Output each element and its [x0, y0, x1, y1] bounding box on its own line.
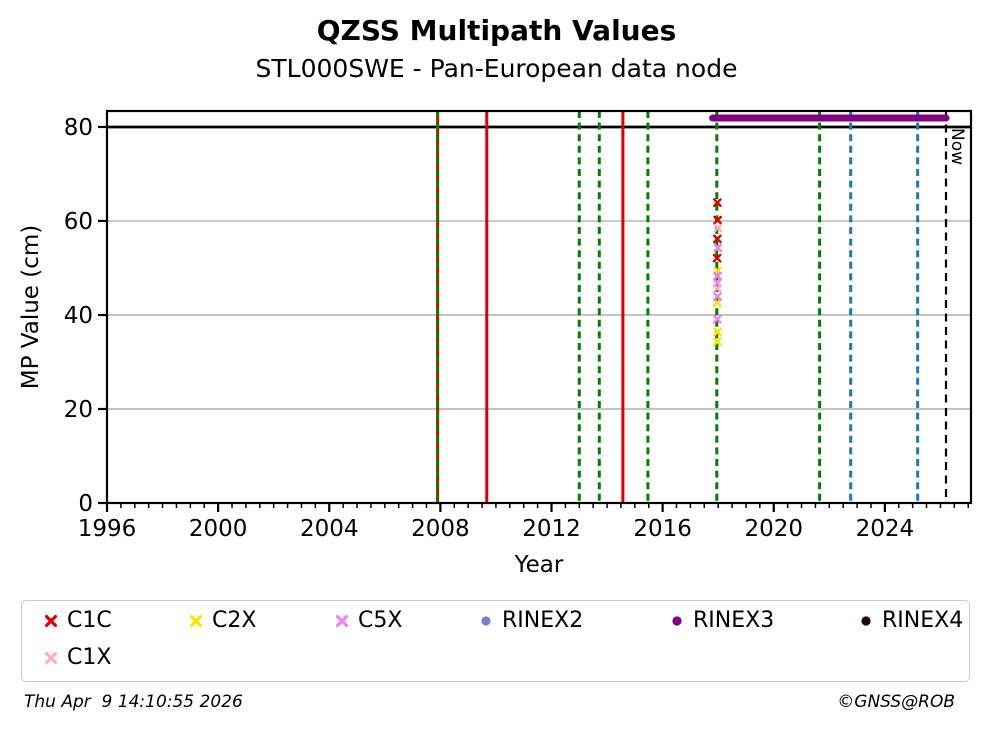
- point-c5x: [712, 314, 722, 324]
- x-tick-label-1996: 1996: [78, 516, 137, 542]
- point-c5x: [713, 292, 723, 302]
- c1c-marker-icon: [44, 614, 58, 628]
- y-tick-label-0: 0: [78, 491, 93, 517]
- y-axis-label: MP Value (cm): [18, 224, 44, 390]
- legend: C1C C2X C5X RINEX2 RINEX3 RINEX4 C1X: [21, 600, 970, 682]
- point-c1c: [712, 198, 722, 208]
- y-tick-label-40: 40: [64, 303, 93, 329]
- legend-item-c5x: C5X: [335, 608, 402, 634]
- copyright-credit: ©GNSS@ROB: [837, 692, 955, 712]
- point-c1c: [712, 234, 722, 244]
- plot-timestamp: Thu Apr 9 14:10:55 2026: [24, 692, 243, 712]
- legend-item-c2x: C2X: [189, 608, 256, 634]
- legend-label-c1x: C1X: [67, 645, 112, 670]
- chart-subtitle: STL000SWE - Pan-European data node: [255, 54, 738, 83]
- point-c1x: [712, 283, 722, 293]
- point-c1c: [712, 253, 722, 263]
- x-tick-label-2008: 2008: [411, 516, 470, 542]
- legend-item-c1c: C1C: [44, 608, 112, 634]
- point-c2x: [712, 337, 722, 347]
- chart-title: QZSS Multipath Values: [316, 14, 677, 47]
- x-tick-label-2000: 2000: [189, 516, 248, 542]
- point-c1x: [713, 223, 723, 233]
- rinex2-marker-icon: [479, 614, 493, 628]
- now-annotation: Now: [947, 128, 967, 165]
- x-tick-label-2012: 2012: [522, 516, 581, 542]
- x-tick-label-2016: 2016: [633, 516, 692, 542]
- y-tick-label-80: 80: [64, 115, 93, 141]
- point-c2x: [713, 327, 723, 337]
- y-tick-label-60: 60: [64, 209, 93, 235]
- point-c5x: [713, 271, 723, 281]
- rinex3-marker-icon: [670, 614, 684, 628]
- legend-item-rinex3: RINEX3: [670, 608, 774, 634]
- x-axis-label: Year: [514, 552, 564, 578]
- legend-label-c2x: C2X: [212, 608, 257, 633]
- legend-label-c5x: C5X: [358, 608, 403, 633]
- legend-item-c1x: C1X: [44, 645, 111, 671]
- y-tick-label-20: 20: [64, 397, 93, 423]
- rinex4-marker-icon: [859, 614, 873, 628]
- legend-label-rinex2: RINEX2: [502, 608, 584, 633]
- c2x-marker-icon: [189, 614, 203, 628]
- legend-item-rinex2: RINEX2: [479, 608, 583, 634]
- legend-label-rinex4: RINEX4: [882, 608, 964, 633]
- x-tick-label-2020: 2020: [744, 516, 803, 542]
- x-tick-label-2024: 2024: [856, 516, 915, 542]
- plot-frame: [105, 109, 973, 505]
- x-tick-label-2004: 2004: [300, 516, 359, 542]
- point-c1c: [713, 215, 723, 225]
- legend-label-c1c: C1C: [67, 608, 112, 633]
- legend-item-rinex4: RINEX4: [859, 608, 963, 634]
- point-c5x: [713, 243, 723, 253]
- c5x-marker-icon: [335, 614, 349, 628]
- legend-label-rinex3: RINEX3: [693, 608, 775, 633]
- c1x-marker-icon: [44, 651, 58, 665]
